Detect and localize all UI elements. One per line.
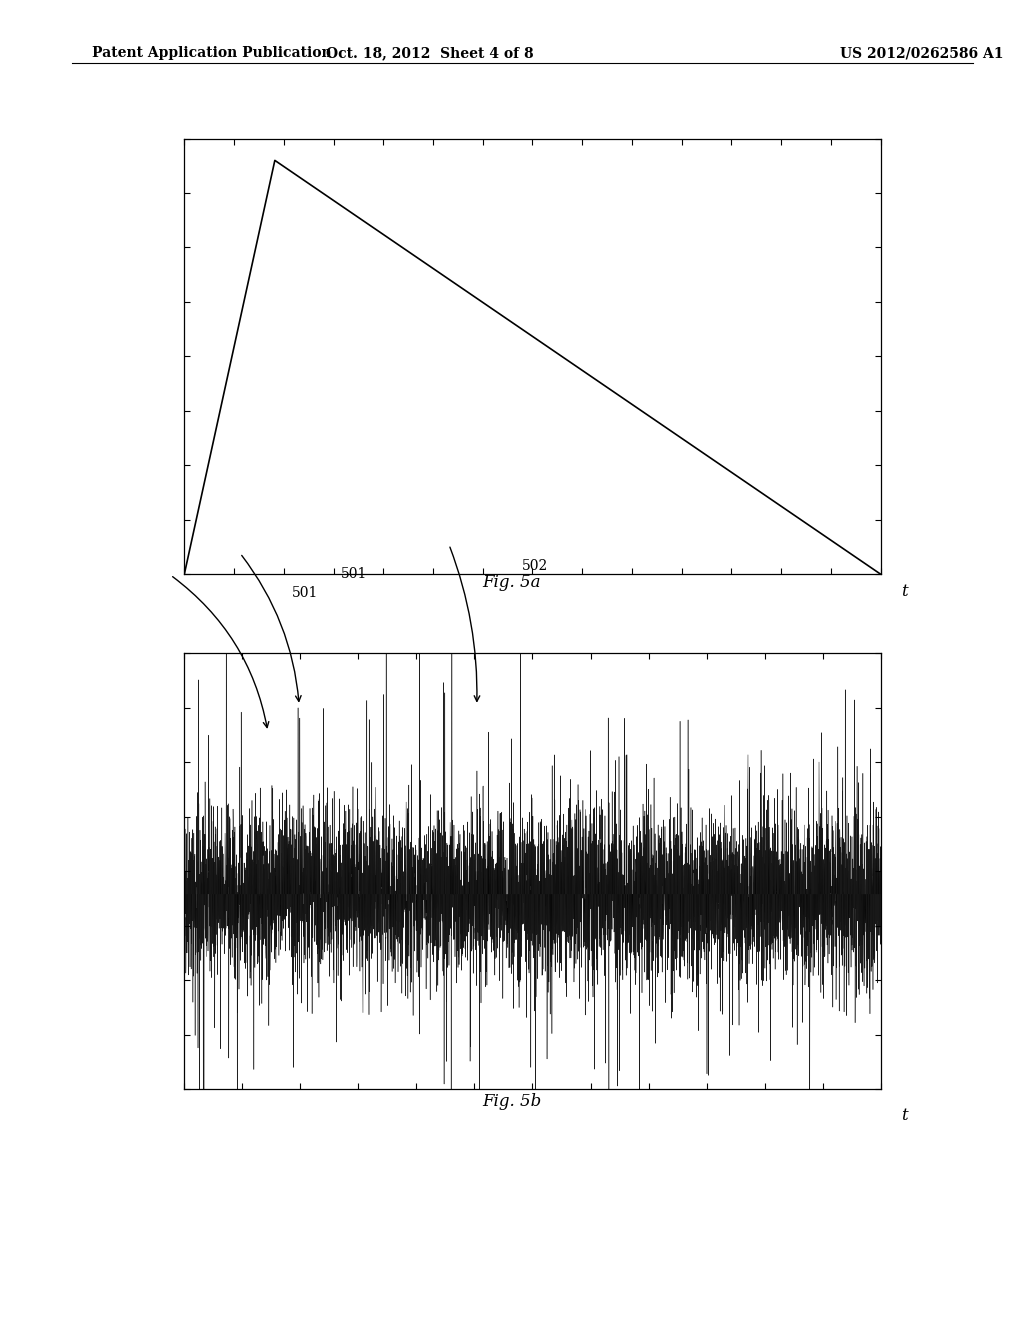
Text: US 2012/0262586 A1: US 2012/0262586 A1 [840, 46, 1004, 61]
Text: Fig. 5a: Fig. 5a [482, 574, 542, 591]
Text: t: t [901, 1106, 908, 1123]
Text: 502: 502 [522, 560, 549, 573]
Text: Fig. 5b: Fig. 5b [482, 1093, 542, 1110]
Text: 501: 501 [341, 568, 368, 581]
Text: Patent Application Publication: Patent Application Publication [92, 46, 332, 61]
Text: 501: 501 [292, 586, 318, 599]
Text: Oct. 18, 2012  Sheet 4 of 8: Oct. 18, 2012 Sheet 4 of 8 [327, 46, 534, 61]
Text: t: t [901, 583, 908, 601]
